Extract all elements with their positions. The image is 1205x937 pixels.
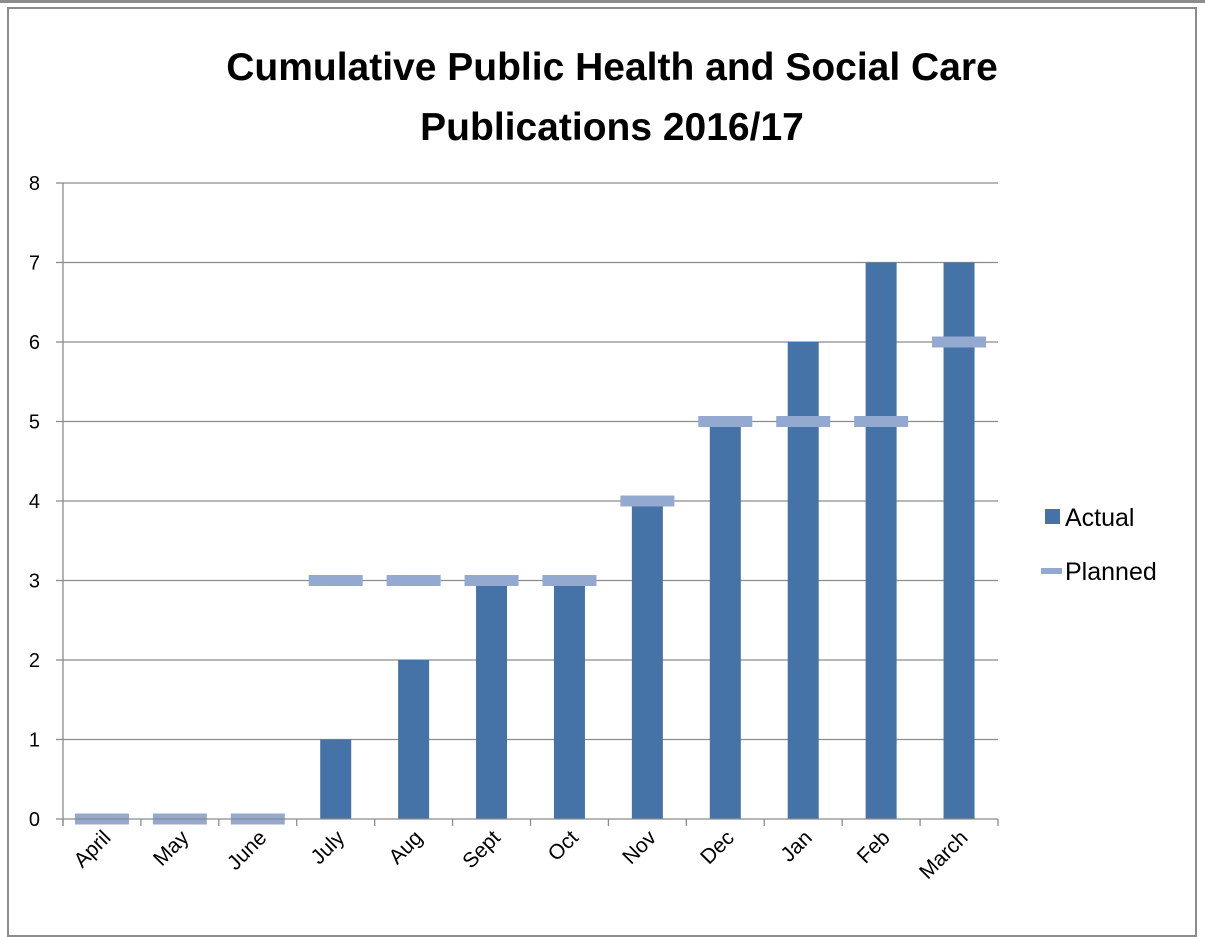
marker-planned (776, 416, 831, 427)
x-tick-label: June (223, 826, 271, 874)
marker-planned (542, 575, 597, 586)
legend-swatch-actual (1045, 509, 1060, 524)
x-tick-label: Oct (544, 826, 583, 865)
x-tick-label: Feb (853, 826, 895, 868)
marker-planned (620, 495, 675, 507)
marker-planned (698, 416, 753, 427)
x-tick-label: Jan (777, 826, 817, 866)
x-tick-label: March (915, 826, 973, 884)
chart-title-line-1: Cumulative Public Health and Social Care (226, 46, 998, 89)
bar-actual (709, 421, 741, 819)
chart-title-line-2: Publications 2016/17 (420, 106, 804, 149)
bar-actual (476, 580, 508, 819)
bar-actual (943, 262, 975, 819)
top-border (0, 0, 1205, 3)
y-tick-label: 3 (29, 571, 40, 593)
x-tick-label: Aug (384, 826, 427, 869)
x-tick-labels: April May June July Aug Sept Oct Nov Dec Jan Feb Ma… (70, 826, 973, 884)
legend-swatch-planned (1041, 568, 1062, 574)
legend-label-planned: Planned (1065, 558, 1157, 586)
y-tick-label: 7 (29, 253, 40, 275)
marker-planned (386, 575, 441, 586)
marker-planned (854, 416, 909, 427)
x-tick-label: April (70, 826, 116, 872)
actual-bars (320, 262, 975, 819)
y-tick-labels: 0 1 2 3 4 5 6 7 8 (29, 173, 40, 831)
bar-actual (398, 660, 430, 819)
x-tick-label: July (307, 826, 350, 869)
x-tick-label: Dec (696, 826, 739, 869)
x-tick-label: May (149, 826, 194, 871)
x-tick-label: Nov (618, 826, 661, 869)
chart-frame (7, 7, 1197, 937)
marker-planned (464, 575, 519, 586)
bar-actual (865, 262, 897, 819)
marker-planned (308, 575, 363, 586)
bar-actual (553, 580, 585, 819)
axes (56, 182, 999, 826)
bar-actual (631, 501, 663, 819)
y-tick-label: 8 (29, 173, 40, 195)
gridlines (63, 182, 998, 741)
y-tick-label: 1 (29, 730, 40, 752)
y-tick-label: 2 (29, 650, 40, 672)
y-tick-label: 6 (29, 332, 40, 354)
marker-planned (932, 336, 987, 348)
y-tick-label: 0 (29, 809, 40, 831)
x-tick-label: Sept (458, 826, 505, 873)
y-tick-label: 5 (29, 412, 40, 434)
bar-actual (320, 739, 352, 819)
legend: Actual Planned (1041, 504, 1157, 586)
y-tick-label: 4 (29, 491, 40, 513)
bar-actual (787, 342, 819, 819)
legend-label-actual: Actual (1065, 504, 1134, 532)
